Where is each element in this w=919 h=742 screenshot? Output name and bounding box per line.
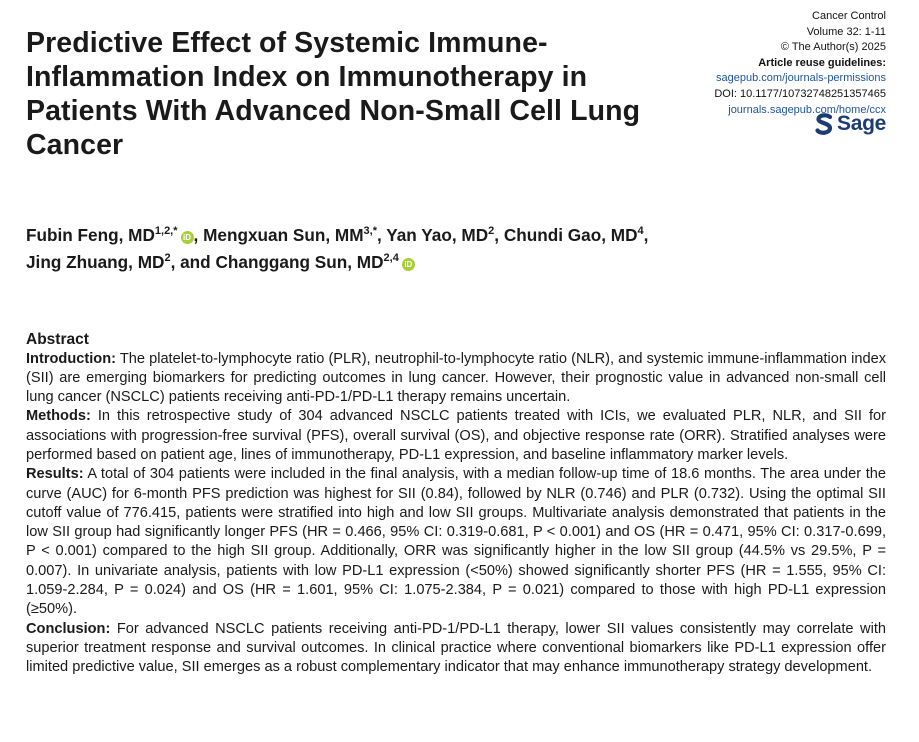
journal-name: Cancer Control (812, 10, 886, 22)
author-list: Fubin Feng, MD1,2,*iD, Mengxuan Sun, MM3… (26, 222, 896, 276)
publisher-name: Sage (837, 112, 886, 135)
abstract-section-text: In this retrospective study of 304 advan… (26, 408, 886, 463)
author-affiliation: 1,2, (154, 225, 174, 237)
orcid-icon[interactable]: iD (180, 231, 194, 244)
journal-meta: Cancer Control Volume 32: 1-11 © The Aut… (714, 9, 886, 118)
abstract-section: Introduction: The platelet-to-lymphocyte… (26, 350, 886, 408)
author-affiliation: 3, (363, 225, 373, 237)
abstract-section: Conclusion: For advanced NSCLC patients … (26, 620, 886, 678)
abstract-section-label: Conclusion: (26, 620, 111, 637)
abstract-section-label: Methods: (26, 408, 91, 425)
author-name: Mengxuan Sun, MM (203, 225, 364, 245)
abstract-section-text: For advanced NSCLC patients receiving an… (26, 620, 886, 676)
author-name: Chundi Gao, MD (503, 225, 638, 245)
author-separator: , (193, 225, 204, 245)
author-affiliation: 2 (164, 252, 171, 264)
doi: DOI: 10.1177/10732748251357465 (714, 87, 886, 100)
orcid-icon[interactable]: iD (401, 258, 415, 271)
author-equal-contribution-mark: * (372, 225, 377, 237)
author-affiliation: 2,4 (383, 252, 399, 264)
abstract-section-text: The platelet-to-lymphocyte ratio (PLR), … (26, 350, 886, 406)
author-name: Fubin Feng, MD (26, 225, 155, 245)
abstract-section-text: A total of 304 patients were included in… (26, 466, 886, 618)
author-equal-contribution-mark: * (173, 225, 178, 237)
abstract-heading: Abstract (26, 331, 89, 348)
author-affiliation: 4 (637, 225, 644, 237)
abstract-section: Methods: In this retrospective study of … (26, 407, 886, 465)
author-affiliation: 2 (488, 225, 495, 237)
author-separator: , (643, 225, 649, 245)
journal-volume: Volume 32: 1-11 (806, 25, 886, 38)
sage-logo-icon (815, 113, 833, 135)
author-separator: , (494, 225, 504, 245)
author-separator: , (376, 225, 387, 245)
copyright: © The Author(s) 2025 (780, 41, 886, 54)
author-name: Jing Zhuang, MD (26, 252, 165, 272)
abstract: Abstract Introduction: The platelet-to-l… (26, 330, 886, 678)
author-name: Yan Yao, MD (386, 225, 489, 245)
sage-logo: Sage (815, 112, 886, 136)
abstract-section-label: Introduction: (26, 350, 116, 367)
reuse-link[interactable]: sagepub.com/journals-permissions (716, 72, 886, 85)
author-separator: , and (170, 252, 216, 272)
reuse-label: Article reuse guidelines: (758, 56, 886, 69)
abstract-section-label: Results: (26, 466, 84, 483)
author-name: Changgang Sun, MD (215, 252, 384, 272)
journal-link[interactable]: journals.sagepub.com/home/ccx (728, 103, 886, 116)
article-title: Predictive Effect of Systemic Immune-Inf… (26, 27, 641, 161)
abstract-section: Results: A total of 304 patients were in… (26, 465, 886, 619)
